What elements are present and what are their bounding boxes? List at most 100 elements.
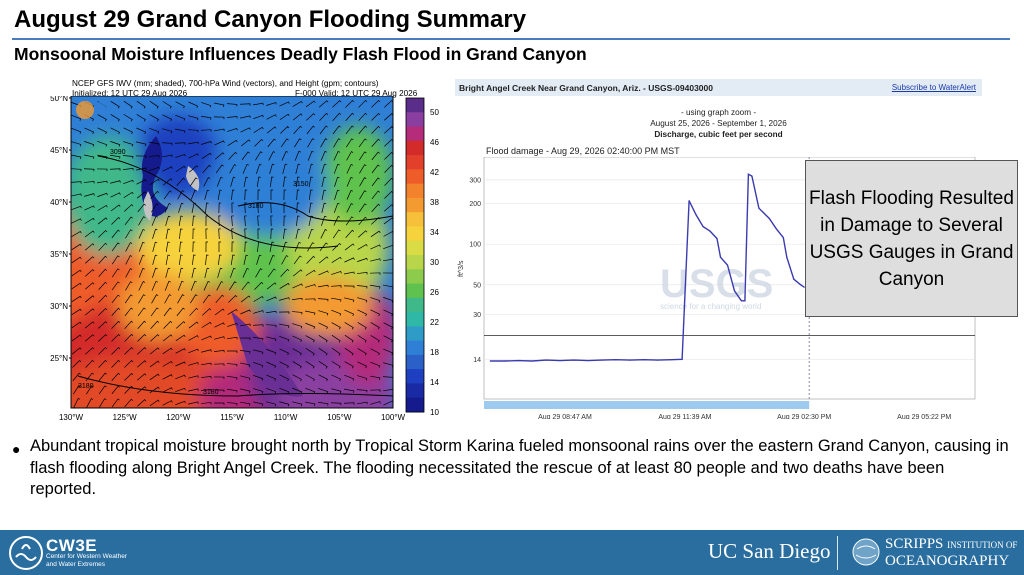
- wind-barb: [179, 228, 183, 240]
- y-tick-label: 200: [469, 201, 481, 208]
- discharge-point: [615, 359, 617, 361]
- wind-barb: [84, 334, 95, 342]
- contour-label: 3150: [293, 181, 309, 188]
- wind-barb: [71, 127, 82, 134]
- wind-barb: [151, 294, 159, 304]
- wind-barb: [266, 348, 277, 355]
- wind-barb: [294, 150, 301, 161]
- lat-label: 40°N: [50, 198, 68, 207]
- lon-label: 120°W: [166, 413, 191, 422]
- subscribe-wateralert-link[interactable]: Subscribe to WaterAlert: [891, 83, 976, 92]
- wind-barb: [257, 189, 261, 201]
- wind-barb: [254, 138, 264, 147]
- colorbar-label: 46: [430, 138, 439, 147]
- wind-barb: [163, 190, 172, 200]
- wind-barb: [370, 348, 380, 356]
- wind-barb: [305, 347, 315, 356]
- wind-barb: [111, 242, 120, 252]
- wind-barb: [123, 127, 133, 135]
- wind-barb: [84, 217, 95, 224]
- wind-barb: [318, 256, 329, 264]
- wind-barb: [152, 241, 158, 252]
- wind-barb: [345, 229, 355, 238]
- terrain-mask: [143, 191, 153, 221]
- map-header-valid: F-000 Valid: 12 UTC 29 Aug 2026: [295, 88, 418, 98]
- wind-barb: [150, 334, 160, 342]
- wind-barb: [125, 255, 133, 265]
- wind-barb: [205, 241, 209, 253]
- contour-label: 3180: [78, 383, 94, 390]
- wind-barb: [111, 216, 121, 225]
- wind-barb: [213, 389, 225, 393]
- wind-barb: [124, 294, 133, 304]
- lat-label: 50°N: [50, 96, 68, 103]
- y-tick-label: 100: [469, 242, 481, 249]
- wind-barb: [344, 243, 355, 251]
- wind-barb: [109, 168, 121, 171]
- wind-barb: [330, 402, 342, 406]
- wind-barb: [317, 298, 329, 302]
- y-axis: 14 30 50 100 200 300: [469, 177, 481, 363]
- map-header-line2: Initialized: 12 UTC 29 Aug 2026: [72, 88, 188, 98]
- wind-barb: [85, 347, 95, 355]
- wind-barb: [149, 373, 160, 381]
- wind-barb: [344, 347, 354, 356]
- wind-barb: [84, 295, 95, 303]
- wind-barb: [165, 241, 170, 252]
- wind-barb: [357, 375, 368, 381]
- wind-barb: [98, 242, 108, 251]
- wind-barb: [292, 374, 302, 382]
- lon-label: 110°W: [274, 413, 298, 422]
- footer-divider: [837, 536, 838, 570]
- contour-label: 3180: [203, 389, 219, 396]
- wind-barb: [124, 360, 134, 368]
- wind-barb: [71, 114, 82, 121]
- colorbar-label: 18: [430, 348, 439, 357]
- wind-barb: [294, 138, 302, 148]
- colorbar-swatch: [406, 340, 424, 356]
- wind-barb: [98, 385, 107, 395]
- wind-barb: [125, 229, 133, 239]
- wind-barb: [124, 320, 134, 329]
- wind-barb: [72, 359, 82, 368]
- wind-barb: [371, 112, 381, 121]
- discharge-point: [688, 200, 690, 202]
- wind-barb: [305, 100, 316, 108]
- wind-barb: [163, 320, 173, 329]
- wind-barb: [188, 101, 199, 108]
- lat-label: 45°N: [50, 146, 68, 155]
- callout-text: Flash Flooding Resulted in Damage to Sev…: [809, 187, 1014, 290]
- wind-barb: [71, 181, 82, 184]
- wind-barb: [384, 177, 393, 186]
- discharge-point: [793, 278, 795, 280]
- wind-barb: [85, 269, 95, 277]
- discharge-point: [709, 230, 711, 232]
- wind-barb: [175, 361, 186, 367]
- wind-barb: [228, 295, 238, 303]
- wind-barb: [97, 205, 108, 211]
- wind-barb: [226, 103, 238, 107]
- site-name: Bright Angel Creek Near Grand Canyon, Ar…: [459, 83, 713, 93]
- discharge-point: [758, 207, 760, 209]
- wind-barb: [110, 192, 121, 198]
- wind-barb: [162, 101, 172, 109]
- wind-barb: [138, 228, 146, 239]
- wind-barb: [307, 150, 314, 161]
- wind-barb: [384, 151, 393, 160]
- wind-barb: [84, 308, 95, 316]
- wind-barb: [371, 164, 380, 174]
- wind-barb: [136, 386, 147, 394]
- wind-barb: [124, 398, 134, 407]
- colorbar-swatch: [406, 326, 424, 342]
- wind-barb: [202, 294, 211, 304]
- range-selector[interactable]: [484, 401, 810, 409]
- wind-barb: [202, 308, 212, 316]
- wind-barb: [214, 140, 225, 146]
- wind-barb: [136, 191, 147, 199]
- wind-barb: [111, 398, 120, 408]
- callout-box: Flash Flooding Resulted in Damage to Sev…: [805, 160, 1018, 317]
- wind-barb: [343, 285, 355, 289]
- wind-barb: [85, 359, 95, 368]
- colorbar-swatch: [406, 140, 424, 156]
- wind-barb: [192, 215, 196, 227]
